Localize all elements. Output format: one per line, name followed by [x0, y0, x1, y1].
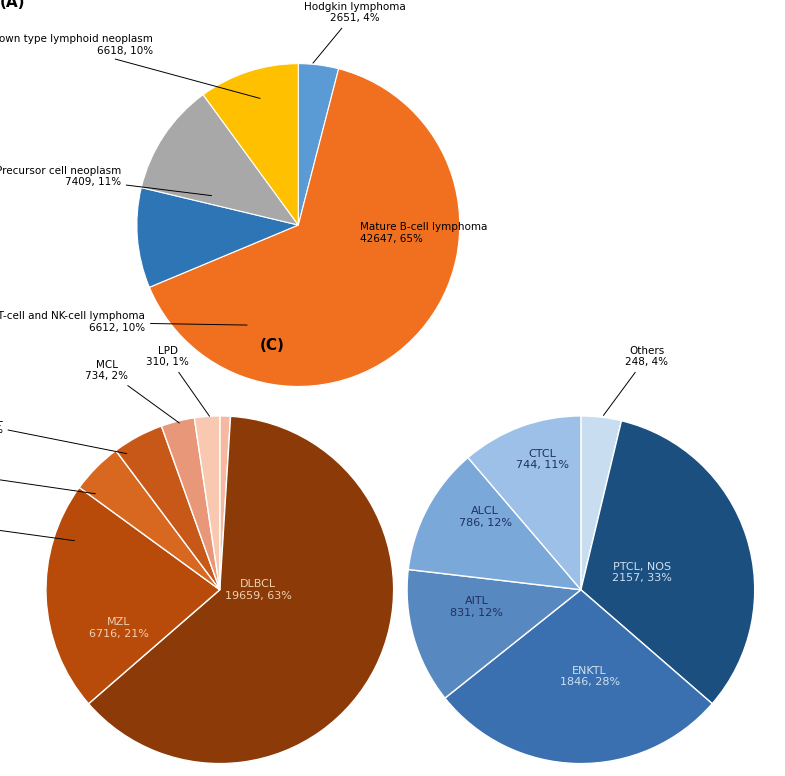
Wedge shape [581, 421, 754, 704]
Wedge shape [115, 426, 220, 590]
Wedge shape [220, 416, 231, 590]
Wedge shape [468, 416, 581, 590]
Wedge shape [408, 458, 581, 590]
Text: CTCL
744, 11%: CTCL 744, 11% [517, 449, 569, 470]
Wedge shape [141, 95, 298, 225]
Wedge shape [203, 64, 298, 225]
Wedge shape [89, 416, 393, 764]
Text: Mature T-cell and NK-cell lymphoma
6612, 10%: Mature T-cell and NK-cell lymphoma 6612,… [0, 311, 247, 333]
Wedge shape [46, 487, 220, 704]
Wedge shape [445, 590, 712, 764]
Text: (A): (A) [0, 0, 25, 10]
Wedge shape [79, 451, 220, 590]
Text: LPD
310, 1%: LPD 310, 1% [146, 345, 210, 416]
Wedge shape [581, 416, 622, 590]
Text: ENKTL
1846, 28%: ENKTL 1846, 28% [560, 666, 619, 688]
Text: Unknown type lymphoid neoplasm
6618, 10%: Unknown type lymphoid neoplasm 6618, 10% [0, 34, 260, 99]
Text: Mature B-cell lymphoma
42647, 65%: Mature B-cell lymphoma 42647, 65% [360, 222, 487, 244]
Wedge shape [162, 417, 220, 590]
Wedge shape [407, 570, 581, 698]
Wedge shape [298, 64, 338, 225]
Wedge shape [195, 416, 220, 590]
Text: PTCL, NOS
2157, 33%: PTCL, NOS 2157, 33% [612, 562, 672, 584]
Text: AITL
831, 12%: AITL 831, 12% [450, 596, 503, 618]
Text: CLL/SLL
1495, 5%: CLL/SLL 1495, 5% [0, 461, 95, 494]
Text: MCL
734, 2%: MCL 734, 2% [86, 359, 179, 423]
Text: (C): (C) [259, 338, 284, 353]
Wedge shape [149, 69, 460, 386]
Text: BL
976, 3%: BL 976, 3% [0, 414, 126, 454]
Text: Precursor cell neoplasm
7409, 11%: Precursor cell neoplasm 7409, 11% [0, 166, 212, 196]
Text: Hodgkin lymphoma
2651, 4%: Hodgkin lymphoma 2651, 4% [304, 2, 406, 63]
Text: DLBCL
19659, 63%: DLBCL 19659, 63% [225, 579, 291, 601]
Text: Others
248, 4%: Others 248, 4% [604, 345, 669, 415]
Text: FL
1498, 5%: FL 1498, 5% [0, 509, 75, 541]
Text: MZL
6716, 21%: MZL 6716, 21% [89, 617, 149, 639]
Text: ALCL
786, 12%: ALCL 786, 12% [458, 506, 512, 528]
Wedge shape [137, 188, 298, 287]
